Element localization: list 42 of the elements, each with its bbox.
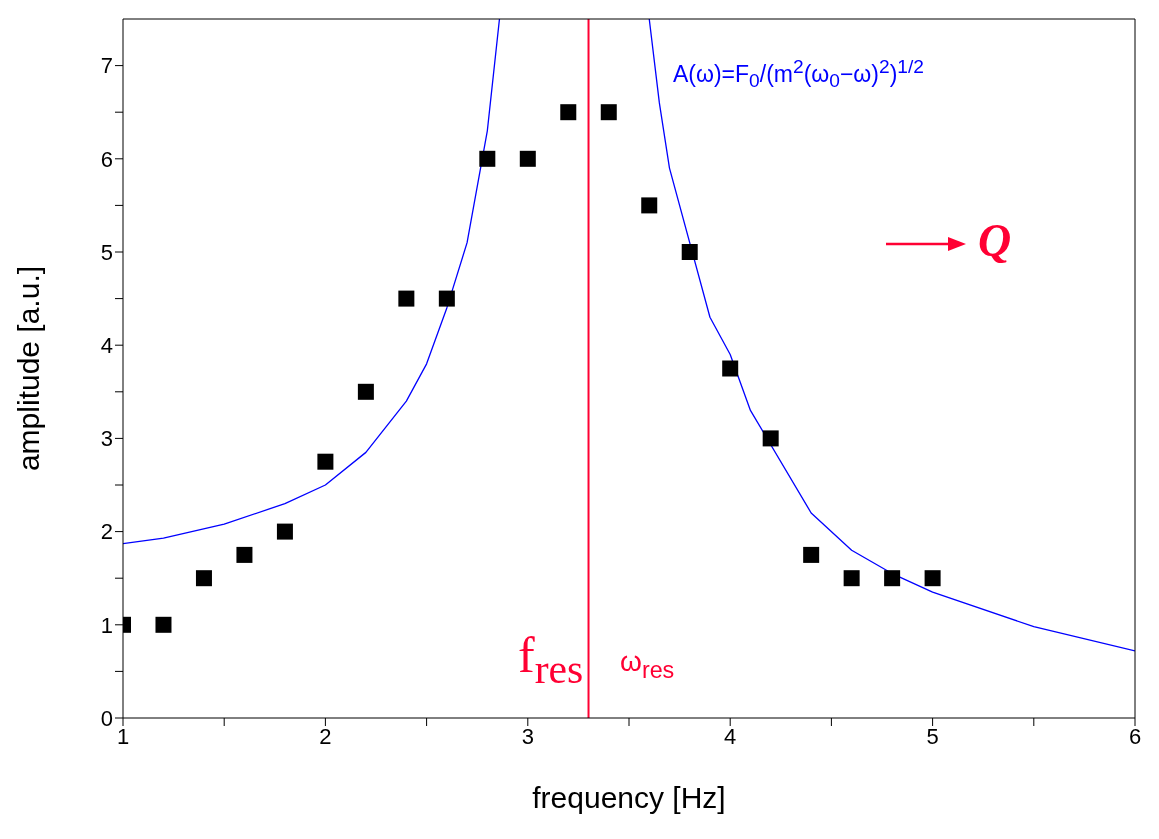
point [195,570,212,587]
x-tick-label: 1 [116,723,130,749]
point [924,570,941,587]
point [884,570,901,587]
y-tick-label: 4 [100,333,113,359]
x-tick-label: 5 [926,723,939,749]
annotation: f$_{res}$ [518,626,584,693]
x-tick-label: 3 [521,723,534,749]
point [600,104,617,121]
point [276,523,293,540]
point [357,383,374,400]
x-axis-title: frequency [Hz] [532,781,726,814]
x-tick-label: 4 [724,723,737,749]
point [479,150,496,167]
point [560,104,577,121]
point [641,197,658,214]
line-series [648,19,1135,652]
point [236,546,253,563]
x-tick-label: 2 [319,723,332,749]
point [803,546,820,563]
point [762,430,779,447]
point [155,616,172,633]
y-tick-label: 1 [100,612,113,638]
x-tick-label: 6 [1128,723,1142,749]
point [681,244,698,260]
point [519,150,536,167]
y-tick-label: 0 [100,705,113,731]
y-tick-label: 2 [100,519,113,545]
annotation: ω$_{res}$ [620,646,675,684]
text: A(ω)=F$_{0}$/(m$^{2}$(ω$_{0}$−ω)$^{2}$)$^{1/2}$ [673,56,924,92]
point [843,570,860,587]
point [398,290,415,307]
point [722,360,739,377]
annotation: Q [978,214,1012,267]
point [438,290,455,307]
point [317,453,334,470]
y-tick-label: 7 [100,53,113,79]
y-tick-label: 5 [100,239,113,265]
y-tick-label: 3 [100,426,113,452]
line-series [123,19,501,545]
y-tick-label: 6 [100,146,113,172]
y-axis-title: amplitude [a.u.] [11,265,45,472]
